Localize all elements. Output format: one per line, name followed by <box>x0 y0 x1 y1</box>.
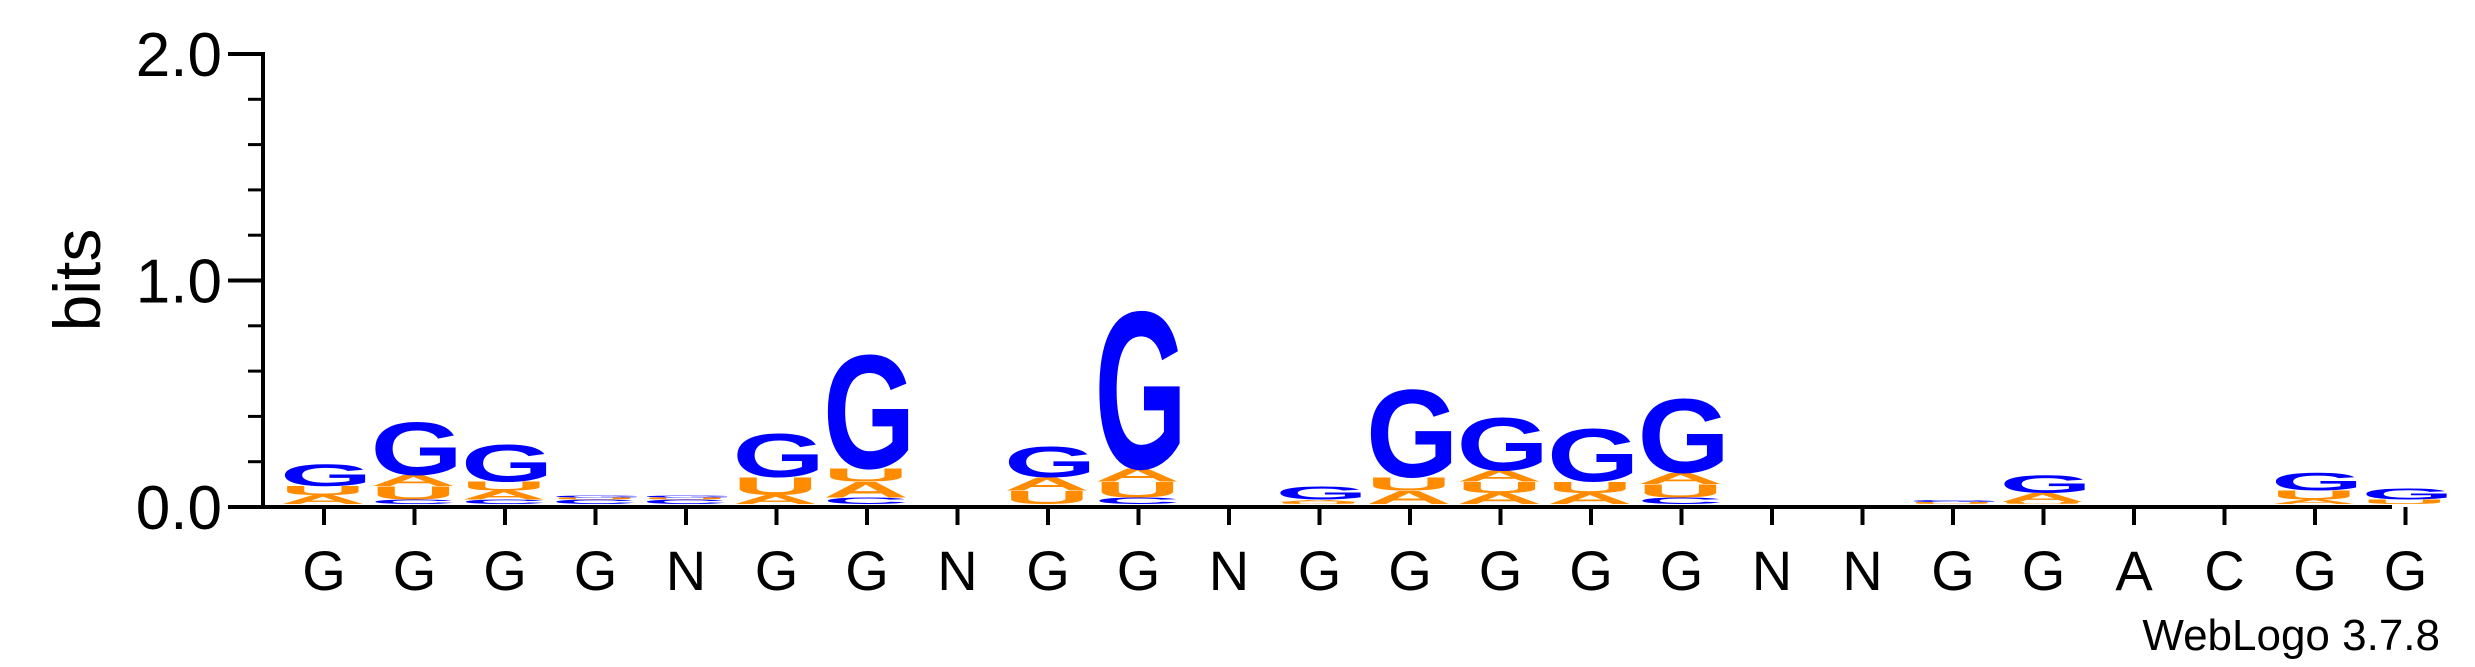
y-tick-label: 0.0 <box>136 474 222 543</box>
logo-letter-u: U <box>1276 501 1362 504</box>
x-tick-label: G <box>1117 539 1161 602</box>
logo-letter-u: U <box>552 497 638 500</box>
logo-letter-u: U <box>2000 501 2086 504</box>
logo-letter-c: C <box>371 498 457 505</box>
logo-letter-g: G <box>1366 364 1458 503</box>
logo-letter-u: U <box>371 483 457 504</box>
logo-letter-u: U <box>823 465 909 486</box>
x-tick-label: G <box>2293 539 2337 602</box>
x-tick-label: G <box>1298 539 1342 602</box>
logo-letter-g: G <box>2000 470 2092 498</box>
logo-letter-a: A <box>1638 470 1724 488</box>
y-axis-label: bits <box>40 229 114 332</box>
x-tick-label: G <box>574 539 618 602</box>
logo-letter-g: G <box>823 322 915 503</box>
x-tick-label: N <box>937 539 977 602</box>
logo-letter-u: U <box>1638 481 1724 502</box>
logo-letter-g: G <box>2362 485 2454 503</box>
x-tick-label: N <box>666 539 706 602</box>
logo-letter-a: A <box>1004 474 1090 495</box>
logo-letter-a: A <box>461 488 547 502</box>
logo-letter-c: C <box>461 498 547 505</box>
logo-letter-c: C <box>823 496 909 506</box>
x-tick-label: N <box>1209 539 1249 602</box>
logo-letter-a: A <box>2000 490 2086 504</box>
logo-letter-u: U <box>1909 501 1995 504</box>
weblogo-footer: WebLogo 3.7.8 <box>2142 611 2440 660</box>
logo-letter-g: G <box>280 458 372 493</box>
logo-letter-c: C <box>642 498 728 505</box>
logo-letter-a: A <box>1457 490 1543 508</box>
x-tick-label: G <box>302 539 346 602</box>
x-tick-label: G <box>1388 539 1432 602</box>
logo-letter-c: C <box>1095 496 1181 506</box>
logo-letter-g: G <box>1095 265 1187 516</box>
x-tick-label: C <box>2204 539 2244 602</box>
x-tick-label: G <box>845 539 889 602</box>
logo-letter-u: U <box>642 497 728 500</box>
logo-letter-a: A <box>280 493 366 507</box>
logo-letter-u: U <box>1547 479 1633 497</box>
logo-letter-g: G <box>461 434 553 493</box>
x-tick-label: G <box>1026 539 1070 602</box>
logo-letter-u: U <box>1095 478 1181 502</box>
logo-letter-u: U <box>461 479 547 493</box>
logo-letter-g: G <box>1457 403 1549 487</box>
logo-letter-g: G <box>1004 437 1096 486</box>
x-tick-label: N <box>1752 539 1792 602</box>
logo-letter-g: G <box>1909 499 2002 502</box>
logo-letter-a: A <box>1547 490 1633 508</box>
y-tick-label: 1.0 <box>136 248 222 317</box>
x-tick-label: G <box>2022 539 2066 602</box>
logo-letter-c: C <box>552 498 638 505</box>
logo-letter-u: U <box>1366 474 1452 495</box>
logo-letter-g: G <box>2271 468 2363 496</box>
logo-letter-g: G <box>1547 414 1639 498</box>
y-tick-label: 2.0 <box>136 21 222 90</box>
x-tick-label: G <box>483 539 527 602</box>
logo-letter-a: A <box>1366 487 1452 508</box>
logo-letter-u: U <box>733 473 819 501</box>
logo-letter-g: G <box>642 494 735 497</box>
logo-letter-g: G <box>552 494 645 497</box>
logo-letter-a: A <box>1276 499 1362 502</box>
x-tick-label: G <box>1660 539 1704 602</box>
y-axis-ticks: 0.0 1.0 2.0 <box>136 21 263 543</box>
x-tick-label: G <box>755 539 799 602</box>
logo-letter-a: A <box>2271 498 2357 505</box>
logo-letter-u: U <box>1457 479 1543 497</box>
logo-letter-u: U <box>280 484 366 498</box>
x-tick-label: G <box>1479 539 1523 602</box>
logo-letter-c: C <box>1638 496 1724 506</box>
x-tick-label: G <box>1931 539 1975 602</box>
logo-letter-a: A <box>371 472 457 490</box>
logo-letter-u: U <box>2362 498 2448 505</box>
logo-letter-g: G <box>1276 483 1368 504</box>
logo-letter-a: A <box>733 493 819 507</box>
logo-letter-u: U <box>2271 488 2357 502</box>
logo-letter-g: G <box>733 421 825 491</box>
x-tick-label: N <box>1842 539 1882 602</box>
x-tick-label: A <box>2115 539 2153 602</box>
logo-letter-a: A <box>823 478 909 502</box>
logo-letter-g: G <box>371 408 463 492</box>
x-tick-label: G <box>1569 539 1613 602</box>
logo-letter-u: U <box>1004 487 1090 508</box>
logo-letter-g: G <box>1638 376 1730 495</box>
x-tick-label: G <box>393 539 437 602</box>
x-tick-label: G <box>2384 539 2428 602</box>
logo-letter-a: A <box>1095 465 1181 486</box>
logo-letter-a: A <box>1457 467 1543 485</box>
